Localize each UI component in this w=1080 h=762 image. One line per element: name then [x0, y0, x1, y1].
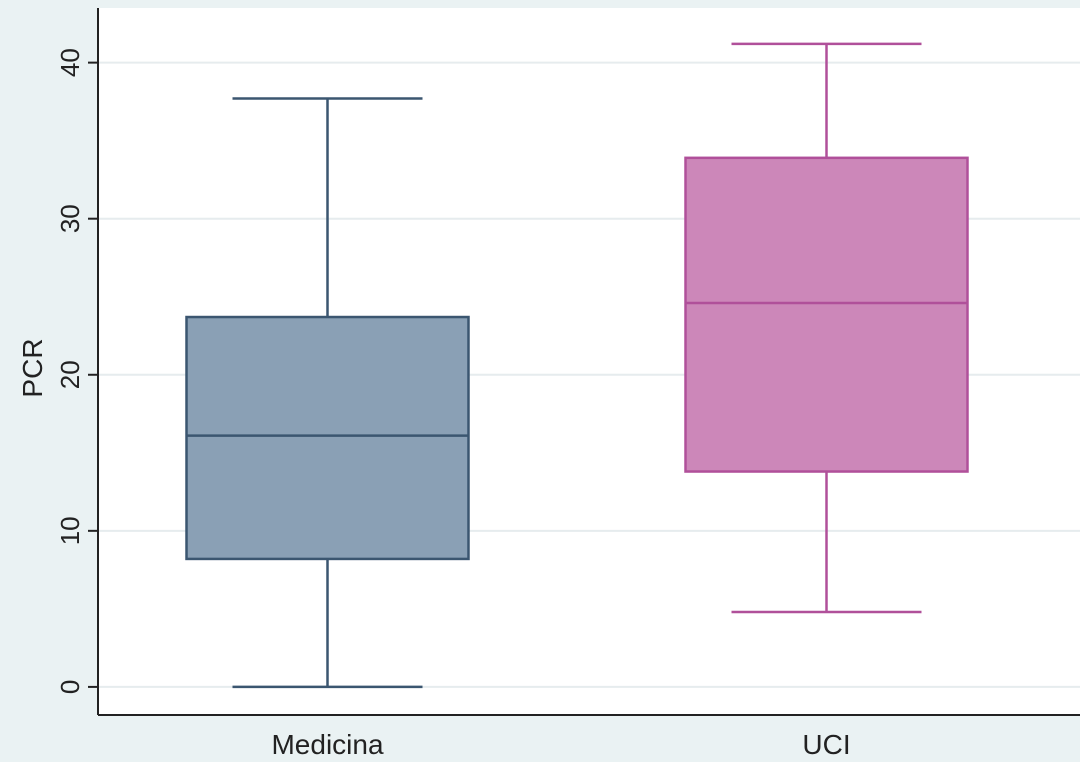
y-ticks: 0 10 20 30 40 — [55, 48, 98, 694]
boxes — [185, 42, 969, 689]
box-uci — [684, 42, 969, 614]
box-iqr — [684, 156, 969, 473]
y-axis-title: PCR — [17, 338, 48, 397]
y-tick-label-20: 20 — [55, 360, 85, 389]
y-tick-label-10: 10 — [55, 516, 85, 545]
y-tick-label-40: 40 — [55, 48, 85, 77]
y-tick-label-0: 0 — [55, 680, 85, 694]
box-iqr — [185, 315, 470, 561]
y-tick-label-30: 30 — [55, 204, 85, 233]
x-labels: Medicina UCI — [271, 729, 850, 760]
x-label-medicina: Medicina — [271, 729, 383, 760]
axes — [97, 8, 1080, 716]
box-medicina — [185, 97, 470, 689]
x-label-uci: UCI — [802, 729, 850, 760]
